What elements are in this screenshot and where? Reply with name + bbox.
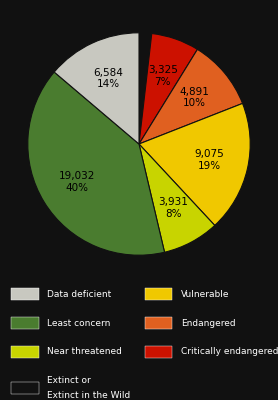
Text: 6,584
14%: 6,584 14%	[94, 68, 124, 89]
FancyBboxPatch shape	[11, 382, 39, 394]
Wedge shape	[54, 33, 139, 144]
FancyBboxPatch shape	[145, 317, 172, 329]
Text: 19,032
40%: 19,032 40%	[59, 171, 96, 192]
Text: 9,075
19%: 9,075 19%	[195, 149, 224, 171]
Text: Least concern: Least concern	[47, 319, 111, 328]
Wedge shape	[139, 34, 197, 144]
FancyBboxPatch shape	[11, 288, 39, 300]
Wedge shape	[139, 33, 152, 144]
Wedge shape	[28, 72, 165, 255]
Text: 3,325
7%: 3,325 7%	[148, 65, 178, 86]
FancyBboxPatch shape	[11, 346, 39, 358]
Text: Critically endangered: Critically endangered	[181, 348, 278, 356]
Text: 3,931
8%: 3,931 8%	[158, 197, 188, 218]
Text: 4,891
10%: 4,891 10%	[180, 87, 209, 108]
FancyBboxPatch shape	[145, 346, 172, 358]
Text: Vulnerable: Vulnerable	[181, 290, 229, 299]
Text: Extinct or: Extinct or	[47, 376, 91, 385]
Wedge shape	[139, 49, 242, 144]
Wedge shape	[139, 104, 250, 226]
FancyBboxPatch shape	[145, 288, 172, 300]
Text: Data deficient: Data deficient	[47, 290, 111, 299]
Text: Endangered: Endangered	[181, 319, 235, 328]
FancyBboxPatch shape	[11, 317, 39, 329]
Text: Extinct in the Wild: Extinct in the Wild	[47, 391, 130, 400]
Wedge shape	[139, 144, 215, 252]
Text: Near threatened: Near threatened	[47, 348, 122, 356]
